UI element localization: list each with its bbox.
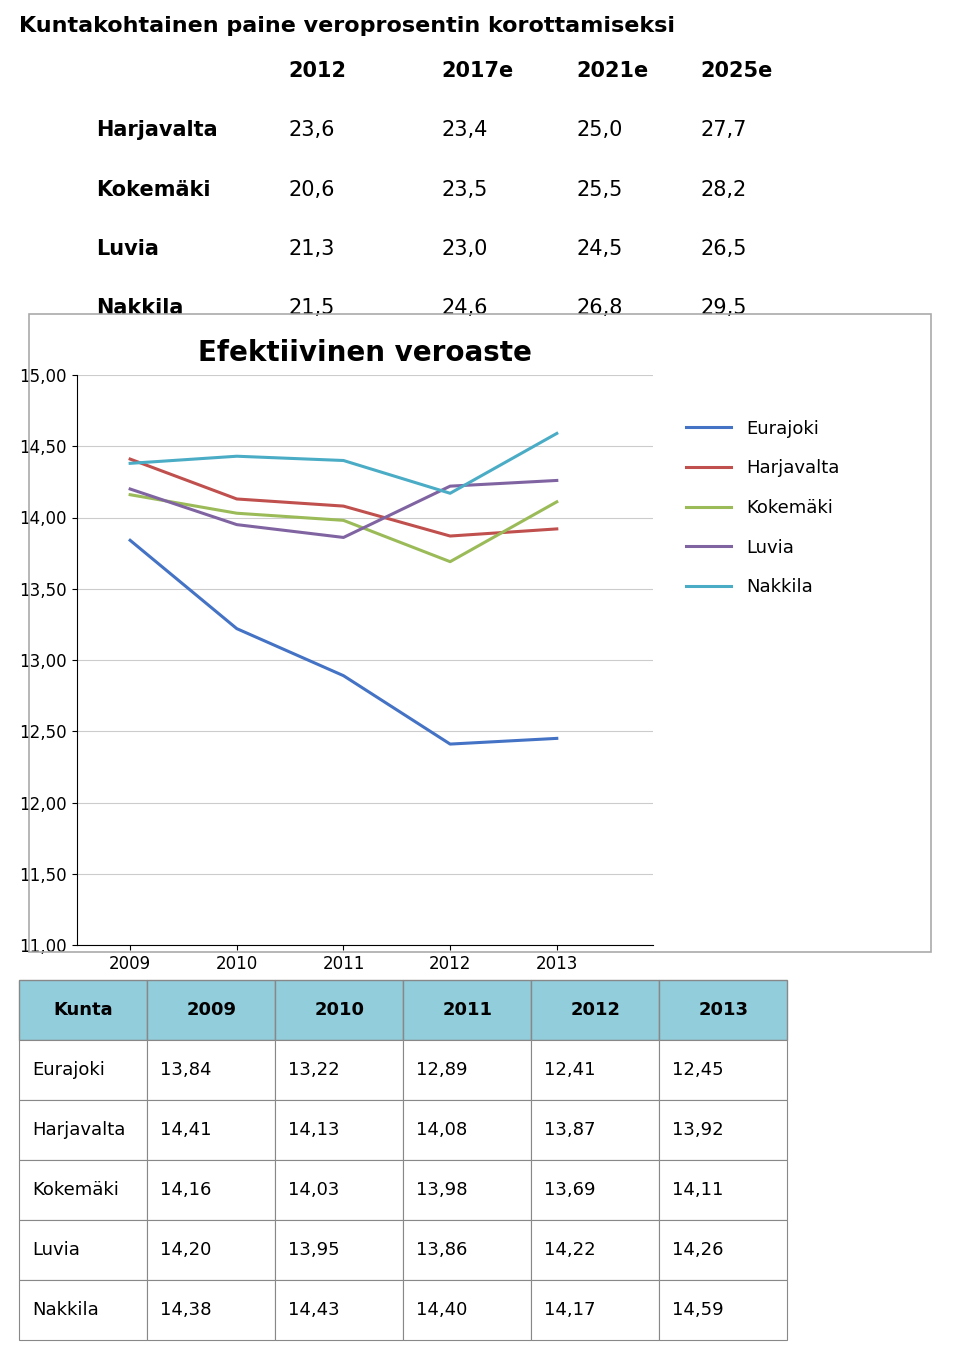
Kokemäki [551, 493, 563, 510]
Text: 28,2: 28,2 [701, 179, 747, 200]
Harjavalta [125, 452, 136, 468]
Text: 23,5: 23,5 [442, 179, 488, 200]
Title: Efektiivinen veroaste: Efektiivinen veroaste [198, 340, 532, 367]
Text: Nakkila: Nakkila [96, 298, 183, 318]
Text: 25,5: 25,5 [576, 179, 622, 200]
Text: 21,3: 21,3 [288, 239, 334, 259]
Text: 2017e: 2017e [442, 61, 514, 81]
Line: Luvia: Luvia [131, 480, 557, 538]
Text: Kokemäki: Kokemäki [96, 179, 210, 200]
Eurajoki [444, 736, 456, 752]
Eurajoki [338, 667, 349, 683]
Text: 26,8: 26,8 [576, 298, 622, 318]
Nakkila [444, 485, 456, 501]
Luvia [231, 516, 243, 532]
Text: Luvia: Luvia [96, 239, 158, 259]
Text: 2012: 2012 [288, 61, 346, 81]
Text: 23,0: 23,0 [442, 239, 488, 259]
Luvia [125, 481, 136, 497]
Luvia [551, 472, 563, 488]
Text: 26,5: 26,5 [701, 239, 747, 259]
Text: 23,4: 23,4 [442, 120, 488, 140]
Eurajoki [231, 620, 243, 636]
Line: Nakkila: Nakkila [131, 434, 557, 493]
Text: 21,5: 21,5 [288, 298, 334, 318]
Line: Harjavalta: Harjavalta [131, 460, 557, 537]
Nakkila [338, 453, 349, 469]
Line: Kokemäki: Kokemäki [131, 495, 557, 562]
Text: 20,6: 20,6 [288, 179, 334, 200]
Nakkila [231, 448, 243, 464]
Eurajoki [551, 731, 563, 747]
Line: Eurajoki: Eurajoki [131, 541, 557, 744]
Legend: Eurajoki, Harjavalta, Kokemäki, Luvia, Nakkila: Eurajoki, Harjavalta, Kokemäki, Luvia, N… [679, 412, 847, 604]
Text: 2021e: 2021e [576, 61, 648, 81]
Text: 23,6: 23,6 [288, 120, 334, 140]
Nakkila [125, 456, 136, 472]
Harjavalta [338, 497, 349, 514]
Text: 2025e: 2025e [701, 61, 773, 81]
Text: Harjavalta: Harjavalta [96, 120, 218, 140]
Text: 27,7: 27,7 [701, 120, 747, 140]
Text: Kuntakohtainen paine veroprosentin korottamiseksi: Kuntakohtainen paine veroprosentin korot… [19, 16, 675, 36]
Text: 24,6: 24,6 [442, 298, 488, 318]
Kokemäki [444, 554, 456, 570]
Text: 24,5: 24,5 [576, 239, 622, 259]
Luvia [444, 479, 456, 495]
Eurajoki [125, 532, 136, 549]
Kokemäki [231, 506, 243, 522]
Harjavalta [444, 528, 456, 545]
Text: 25,0: 25,0 [576, 120, 622, 140]
Kokemäki [338, 512, 349, 528]
Kokemäki [125, 487, 136, 503]
Nakkila [551, 426, 563, 442]
Text: 29,5: 29,5 [701, 298, 747, 318]
Harjavalta [231, 491, 243, 507]
Luvia [338, 530, 349, 546]
Harjavalta [551, 520, 563, 537]
